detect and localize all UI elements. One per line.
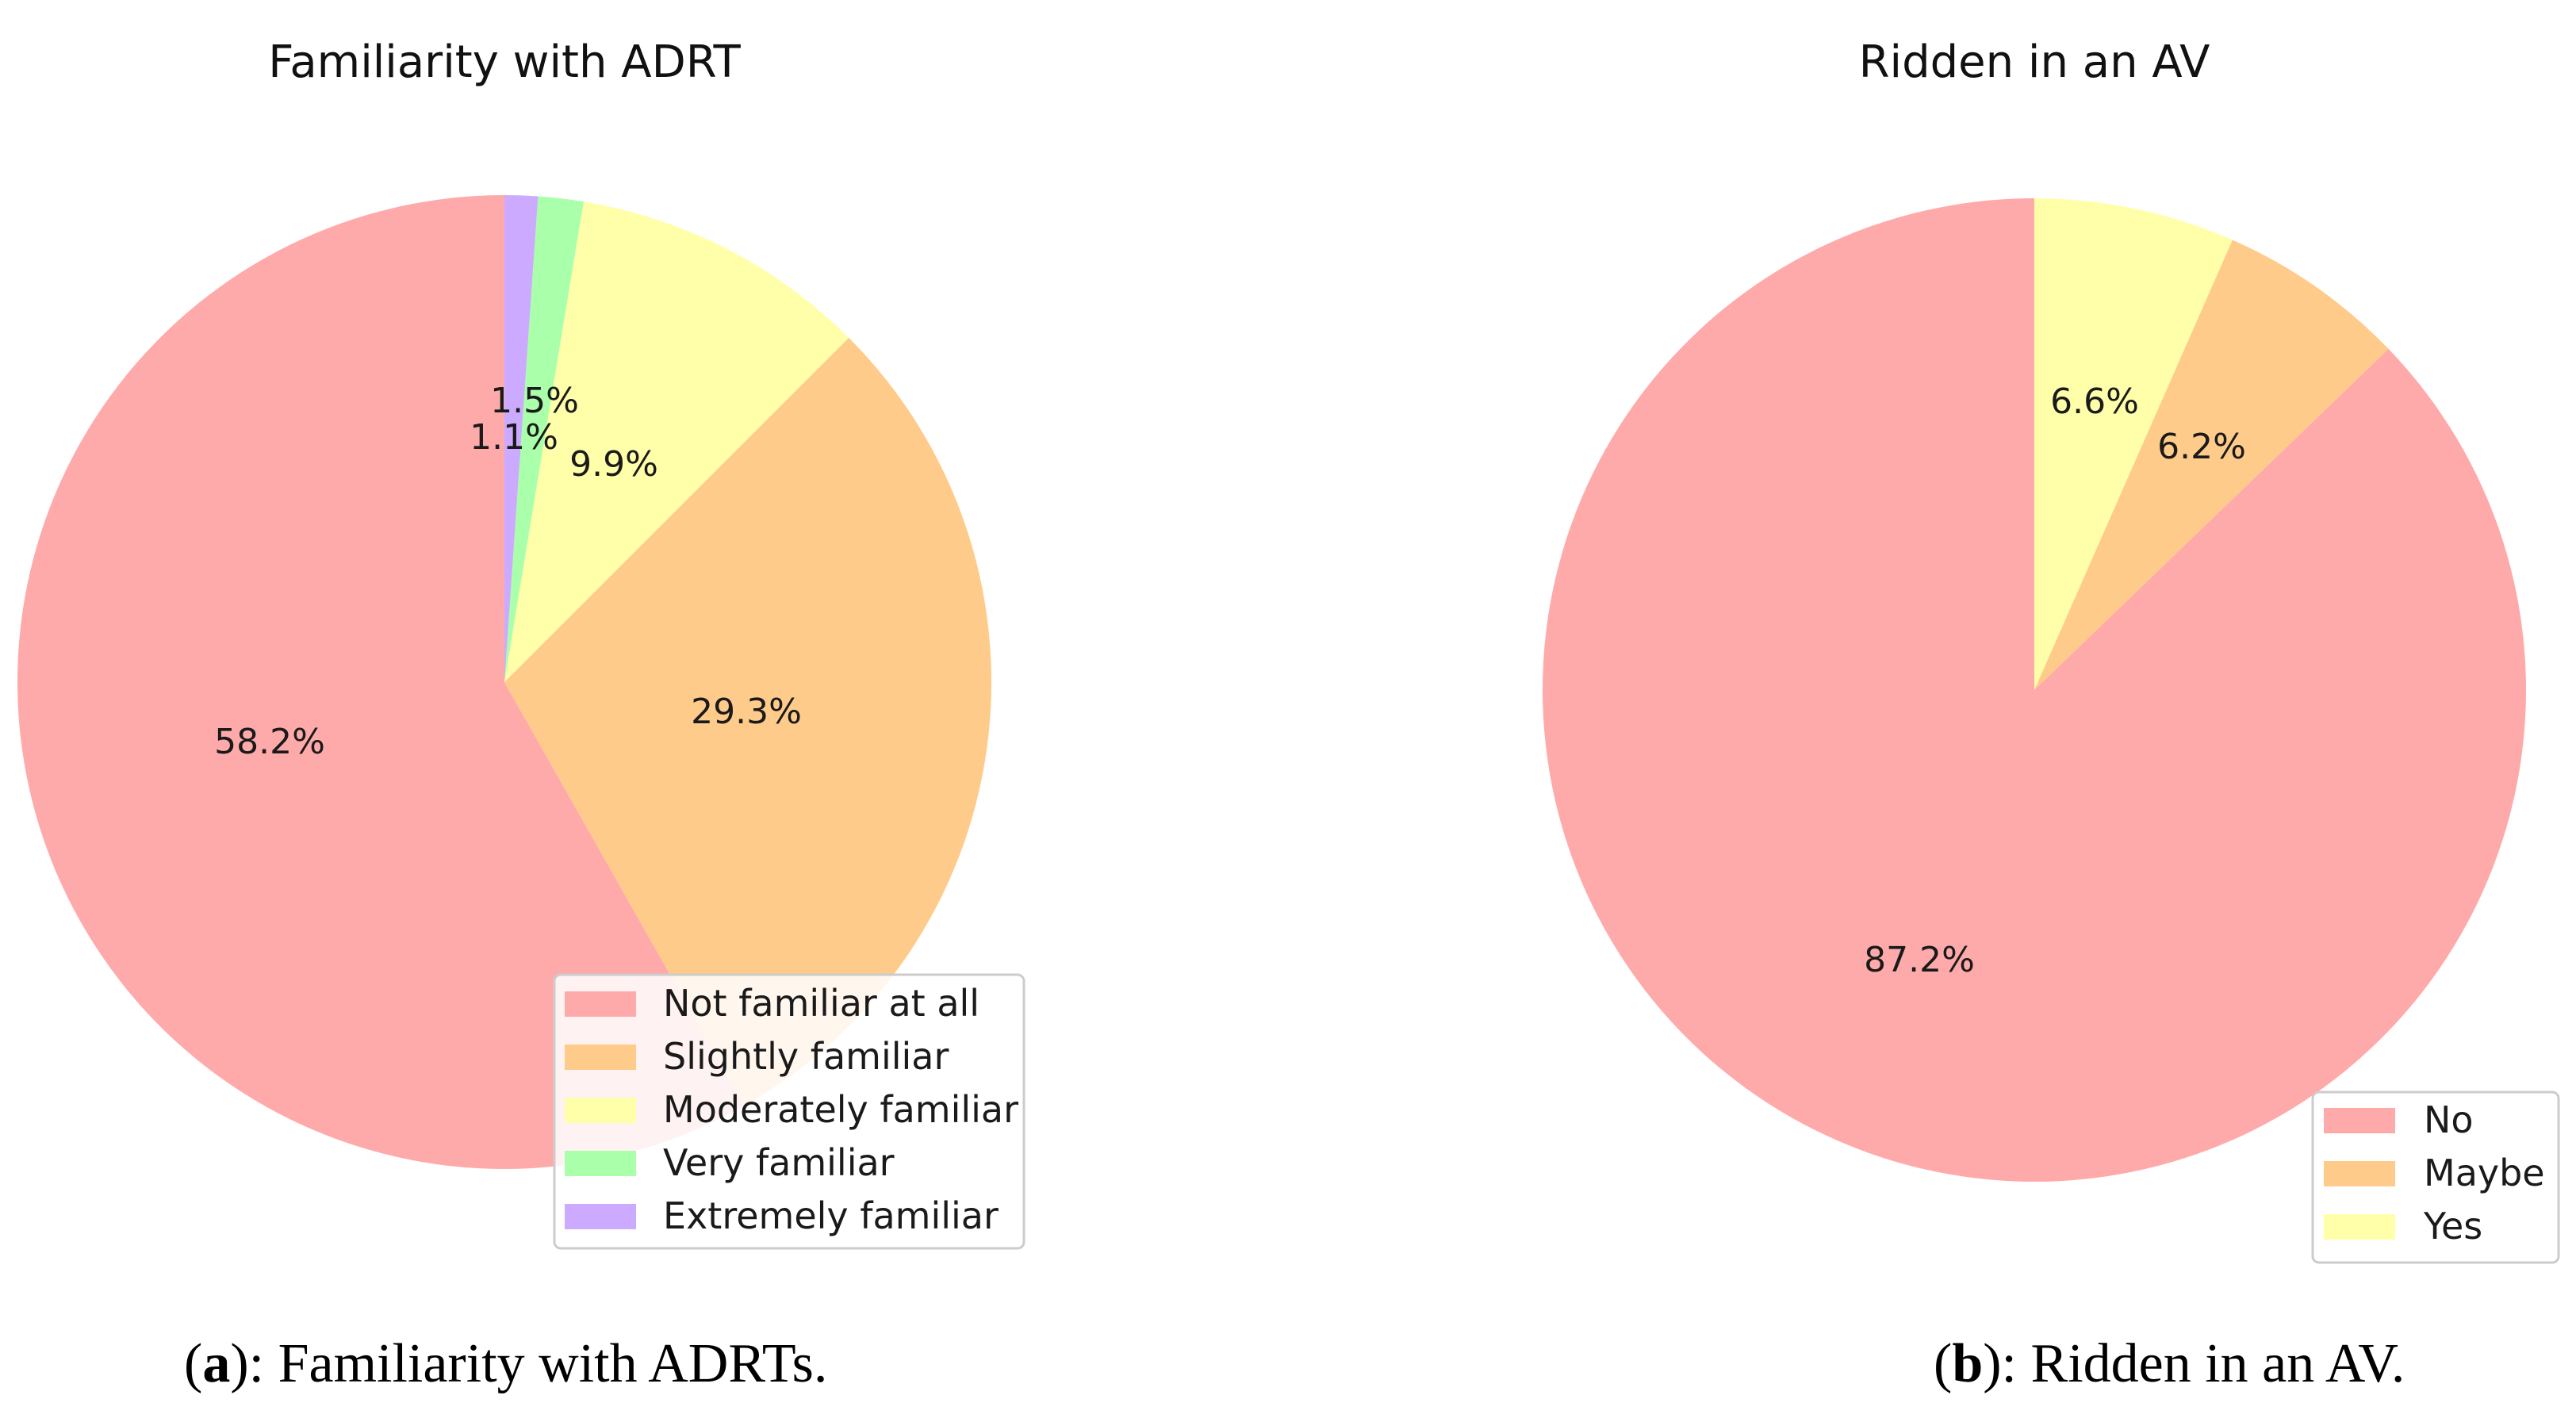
familiarity-slice-slightly-familiar: [504, 337, 991, 1106]
legend-swatch-extremely-familiar: [565, 1204, 636, 1229]
caption-a-text: ): Familiarity with ADRTs.: [230, 1333, 827, 1394]
legend-label-no: No: [2424, 1098, 2474, 1141]
legend-swatch-no: [2324, 1108, 2395, 1133]
legend-familiarity: Not familiar at all Slightly familiar Mo…: [553, 973, 1025, 1250]
legend-swatch-slightly-familiar: [565, 1044, 636, 1070]
caption-b-text: ): Ridden in an AV.: [1983, 1333, 2405, 1394]
familiarity-slice-not-familiar-at-all: [17, 195, 745, 1170]
pct-label-extremely-familiar: 1.1%: [470, 417, 558, 458]
pct-label-moderately-familiar: 9.9%: [569, 444, 658, 485]
pct-label-slightly-familiar: 29.3%: [691, 692, 802, 732]
legend-label-very-familiar: Very familiar: [663, 1141, 895, 1184]
pct-label-very-familiar: 1.5%: [490, 381, 579, 421]
pie-slices-ridden-av: [1543, 198, 2526, 1182]
legend-swatch-moderately-familiar: [565, 1098, 636, 1123]
chart-title-familiarity: Familiarity with ADRT: [268, 36, 741, 88]
pie-chart-ridden-av: Ridden in an AV 87.2% 6.2% 6.6% No Maybe…: [1543, 36, 2560, 1394]
pct-label-maybe: 6.2%: [2157, 427, 2246, 467]
caption-a-letter: a: [202, 1333, 230, 1394]
legend-label-yes: Yes: [2423, 1205, 2482, 1248]
pct-label-not-familiar: 58.2%: [214, 722, 325, 762]
legend-label-slightly-familiar: Slightly familiar: [663, 1035, 949, 1078]
legend-label-extremely-familiar: Extremely familiar: [663, 1194, 999, 1237]
pie-labels-ridden-av: 87.2% 6.2% 6.6%: [1864, 381, 2246, 980]
legend-frame: [553, 973, 1025, 1250]
pct-label-no: 87.2%: [1864, 940, 1975, 980]
familiarity-slice-extremely-familiar: [504, 195, 539, 682]
pct-label-yes: 6.6%: [2050, 381, 2139, 422]
legend-label-moderately-familiar: Moderately familiar: [663, 1088, 1018, 1131]
caption-a: (a): Familiarity with ADRTs.: [184, 1333, 827, 1394]
ridden-av-slice-yes: [2034, 198, 2233, 690]
pie-slices-familiarity: [17, 195, 991, 1170]
legend-ridden-av: No Maybe Yes: [2311, 1090, 2560, 1264]
legend-swatch-very-familiar: [565, 1151, 636, 1176]
chart-title-ridden-av: Ridden in an AV: [1859, 36, 2210, 88]
pie-labels-familiarity: 58.2% 29.3% 9.9% 1.5% 1.1%: [214, 381, 802, 762]
familiarity-slice-moderately-familiar: [504, 201, 849, 683]
legend-swatch-not-familiar: [565, 991, 636, 1017]
caption-b: (b): Ridden in an AV.: [1934, 1333, 2405, 1394]
legend-swatch-maybe: [2324, 1161, 2395, 1186]
familiarity-slice-very-familiar: [504, 196, 584, 682]
legend-label-maybe: Maybe: [2424, 1152, 2545, 1194]
legend-label-not-familiar: Not familiar at all: [663, 982, 979, 1025]
caption-b-letter: b: [1952, 1333, 1983, 1394]
ridden-av-slice-maybe: [2034, 240, 2389, 690]
legend-swatch-yes: [2324, 1214, 2395, 1240]
pie-chart-familiarity: Familiarity with ADRT 58.2% 29.3% 9.9% 1…: [17, 36, 1025, 1394]
